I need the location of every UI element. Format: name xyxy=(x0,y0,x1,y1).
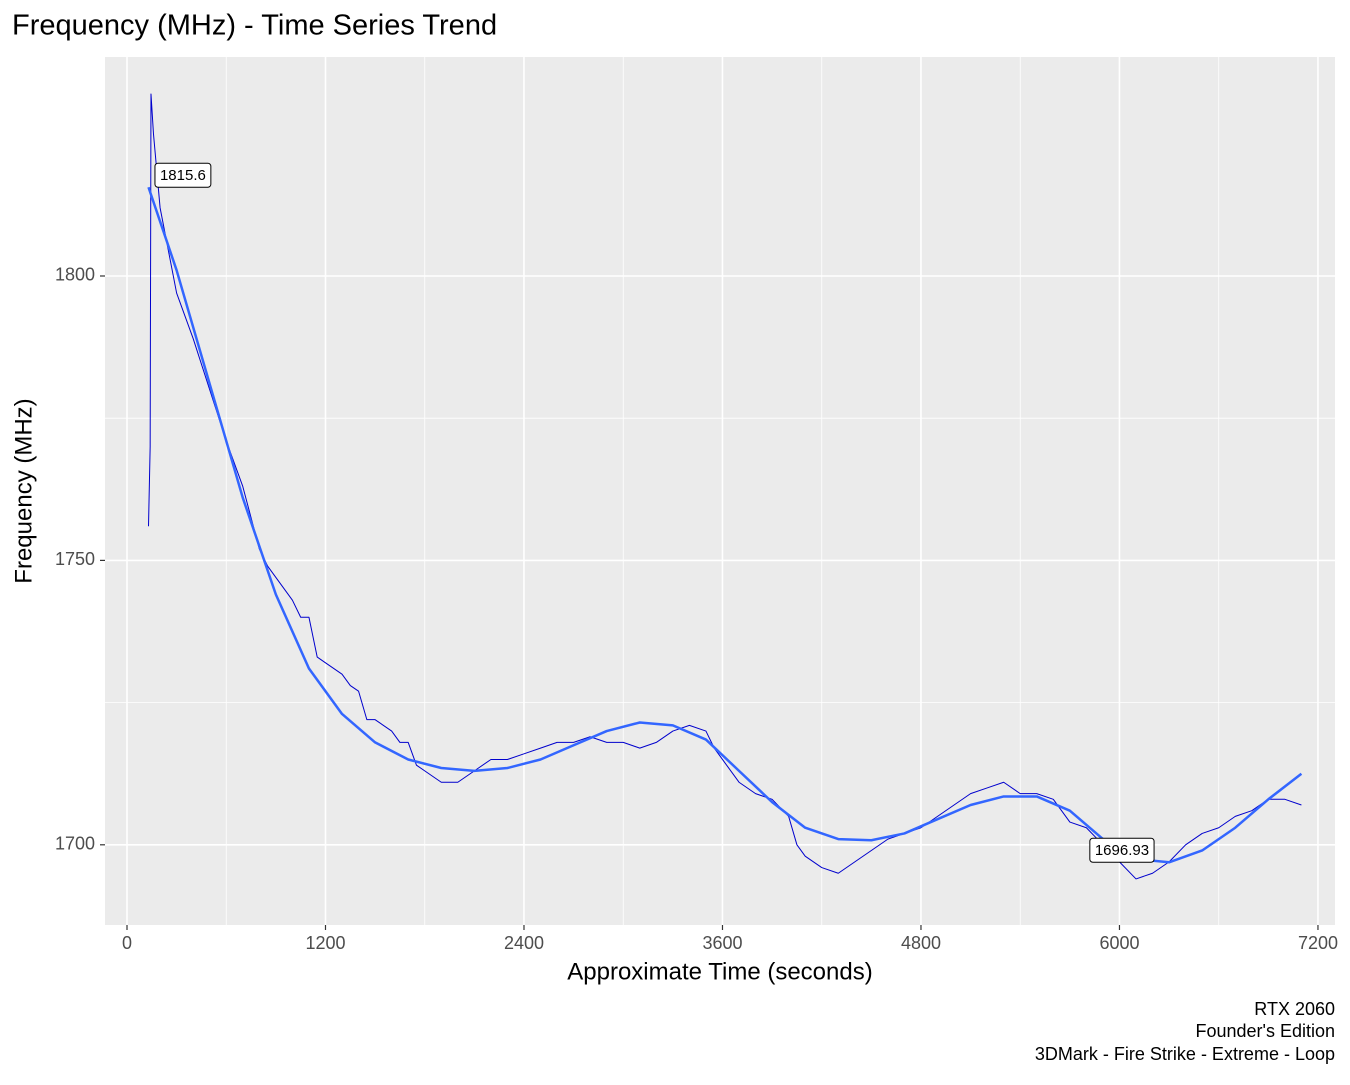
annotation-label: 1696.93 xyxy=(1095,842,1149,859)
caption-line: Founder's Edition xyxy=(1195,1021,1335,1041)
x-tick-label: 7200 xyxy=(1298,933,1338,953)
chart-title: Frequency (MHz) - Time Series Trend xyxy=(12,10,497,42)
annotation-box xyxy=(1089,837,1155,863)
annotation-label: 1815.6 xyxy=(160,167,206,184)
x-tick-label: 2400 xyxy=(504,933,544,953)
y-tick-label: 1800 xyxy=(55,265,95,285)
series-line xyxy=(148,93,1302,880)
caption-line: RTX 2060 xyxy=(1254,999,1335,1019)
y-tick-label: 1700 xyxy=(55,834,95,854)
x-tick-label: 6000 xyxy=(1099,933,1139,953)
y-tick-label: 1750 xyxy=(55,549,95,569)
x-tick-label: 3600 xyxy=(702,933,742,953)
y-axis-title: Frequency (MHz) xyxy=(10,398,37,583)
panel xyxy=(105,57,1335,925)
annotation-box xyxy=(154,162,212,188)
x-tick-label: 4800 xyxy=(901,933,941,953)
x-tick-label: 1200 xyxy=(305,933,345,953)
x-axis-title: Approximate Time (seconds) xyxy=(567,958,872,985)
x-tick-label: 0 xyxy=(122,933,132,953)
caption-line: 3DMark - Fire Strike - Extreme - Loop xyxy=(1035,1044,1335,1064)
